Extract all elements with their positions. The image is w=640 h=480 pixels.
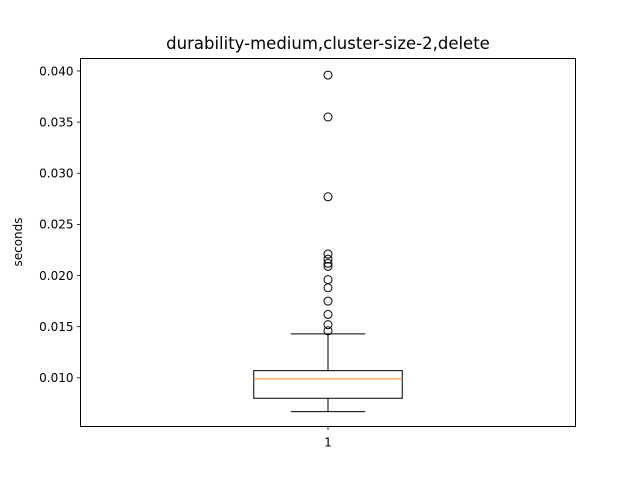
y-tick-label: 0.035	[39, 115, 73, 129]
outlier-point	[323, 309, 333, 319]
outlier-point	[323, 258, 333, 268]
iqr-box	[253, 370, 403, 399]
y-tick-label: 0.030	[39, 167, 73, 181]
outlier-point	[323, 112, 333, 122]
plot-frame	[80, 58, 576, 427]
chart-title: durability-medium,cluster-size-2,delete	[166, 34, 490, 53]
outlier-point	[323, 249, 333, 259]
y-tick-label: 0.020	[39, 269, 73, 283]
outlier-point	[323, 254, 333, 264]
outlier-point	[323, 326, 333, 336]
outlier-point	[323, 296, 333, 306]
outlier-point	[323, 192, 333, 202]
outlier-point	[323, 275, 333, 285]
y-tick-label: 0.015	[39, 320, 73, 334]
x-tick-label: 1	[324, 436, 332, 450]
outlier-point	[323, 320, 333, 330]
y-tick-label: 0.010	[39, 371, 73, 385]
outlier-point	[323, 261, 333, 271]
y-tick-label: 0.025	[39, 218, 73, 232]
outlier-point	[323, 283, 333, 293]
plot-layer: 0.010 0.015 0.020 0.025 0.030 0.035 0.040 1	[39, 64, 403, 450]
y-tick-label: 0.040	[39, 64, 73, 78]
outlier-point	[323, 70, 333, 80]
y-axis-label: seconds	[11, 217, 25, 266]
